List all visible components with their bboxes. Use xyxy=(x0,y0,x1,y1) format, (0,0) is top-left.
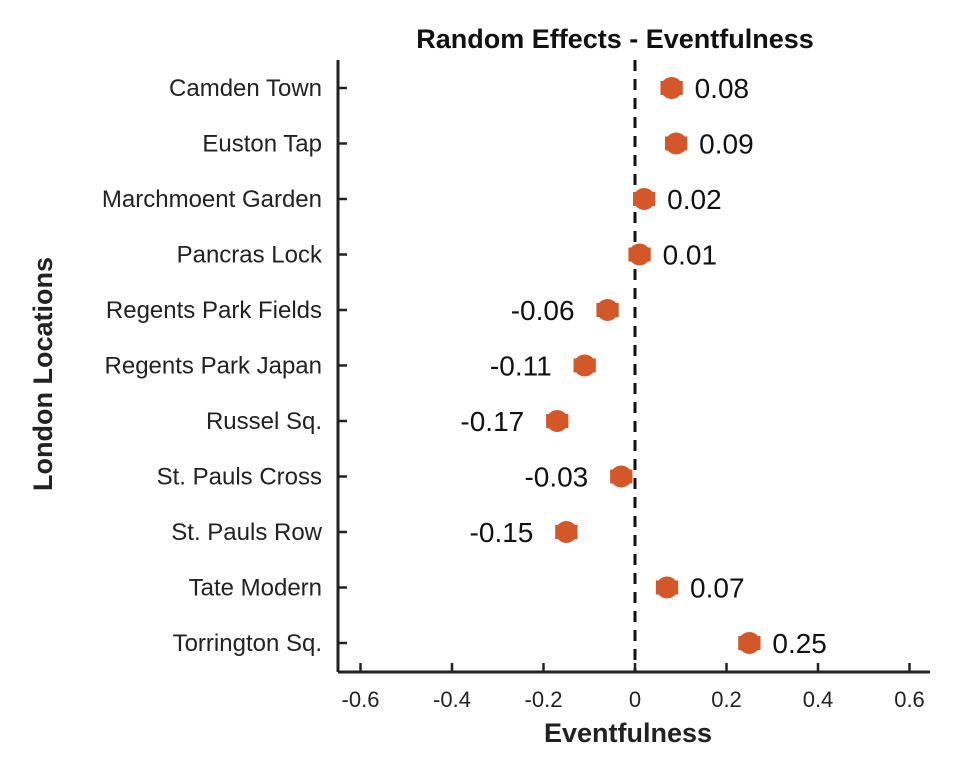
data-point xyxy=(633,188,656,210)
value-label: -0.11 xyxy=(490,351,552,382)
category-label: Euston Tap xyxy=(202,131,322,158)
x-tick-label: 0.2 xyxy=(711,687,742,712)
value-label: 0.07 xyxy=(690,573,745,604)
chart-title: Random Effects - Eventfulness xyxy=(416,24,814,54)
data-point xyxy=(656,576,679,599)
y-axis-label: London Locations xyxy=(28,257,58,491)
data-point xyxy=(660,77,683,99)
x-tick-label: 0 xyxy=(629,687,641,712)
data-point xyxy=(546,410,569,432)
data-point xyxy=(596,299,619,321)
data-point xyxy=(610,465,633,488)
x-tick-label: -0.4 xyxy=(433,687,471,712)
value-label: -0.06 xyxy=(511,295,575,326)
value-label: -0.15 xyxy=(470,517,534,548)
data-point xyxy=(665,132,688,155)
category-label: Regents Park Japan xyxy=(105,353,322,380)
category-label: Pancras Lock xyxy=(177,242,323,269)
x-tick-label: 0.6 xyxy=(894,687,925,712)
x-tick-label: 0.4 xyxy=(803,687,834,712)
value-label: 0.25 xyxy=(772,628,827,659)
category-label: St. Pauls Cross xyxy=(157,464,322,491)
data-point xyxy=(573,354,596,377)
category-label: Torrington Sq. xyxy=(173,630,322,657)
x-tick-label: -0.2 xyxy=(525,687,563,712)
category-label: St. Pauls Row xyxy=(171,519,322,546)
category-label: Russel Sq. xyxy=(206,408,322,435)
plot-area: -0.6 -0.4 -0.2 0 0.2 0.4 0.6 Camden Town 0.08 Eus… xyxy=(102,60,930,712)
value-label: -0.03 xyxy=(524,462,588,493)
data-point xyxy=(628,243,651,266)
category-label: Regents Park Fields xyxy=(106,297,322,324)
value-label: 0.09 xyxy=(699,129,754,160)
value-label: 0.02 xyxy=(667,184,722,215)
x-axis-label: Eventfulness xyxy=(544,718,712,748)
data-point xyxy=(555,521,578,543)
value-label: 0.08 xyxy=(695,73,750,104)
data-point xyxy=(738,632,761,654)
value-label: -0.17 xyxy=(460,406,524,437)
x-tick-label: -0.6 xyxy=(342,687,380,712)
value-label: 0.01 xyxy=(663,240,718,271)
category-label: Marchmoent Garden xyxy=(102,186,322,213)
category-label: Tate Modern xyxy=(189,575,322,602)
category-label: Camden Town xyxy=(169,75,322,102)
